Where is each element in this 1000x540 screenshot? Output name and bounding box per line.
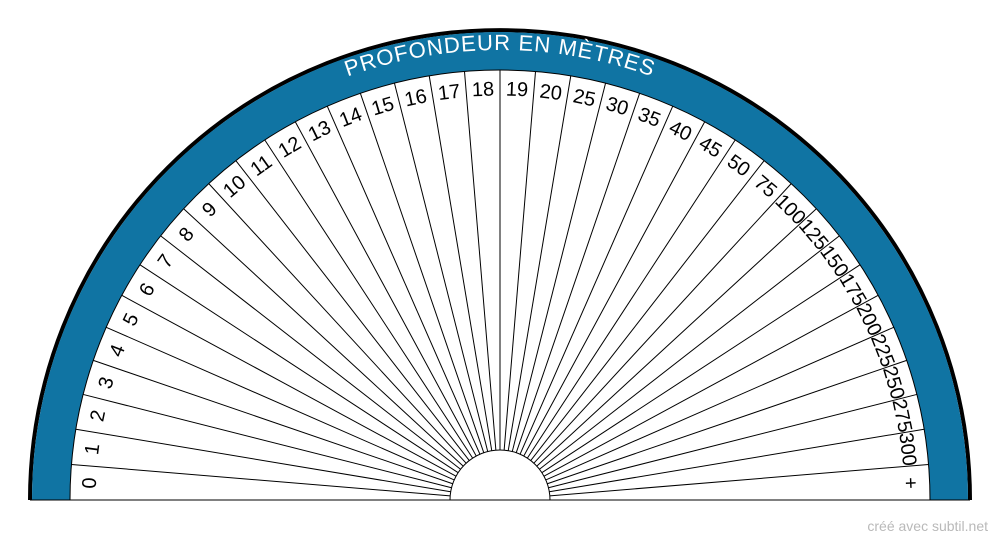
scale-label: 20 <box>538 80 563 105</box>
scale-label: 0 <box>79 477 101 489</box>
scale-label: 16 <box>403 85 429 111</box>
scale-label: + <box>899 477 921 490</box>
scale-label: 300 <box>894 431 920 467</box>
footer-credit: créé avec subtil.net <box>867 518 988 534</box>
scale-label: 18 <box>471 78 494 101</box>
scale-label: 25 <box>571 85 597 111</box>
depth-dial: 0123456789101112131415161718192025303540… <box>0 0 1000 540</box>
scale-label: 17 <box>437 80 462 105</box>
scale-label: 19 <box>505 78 528 101</box>
